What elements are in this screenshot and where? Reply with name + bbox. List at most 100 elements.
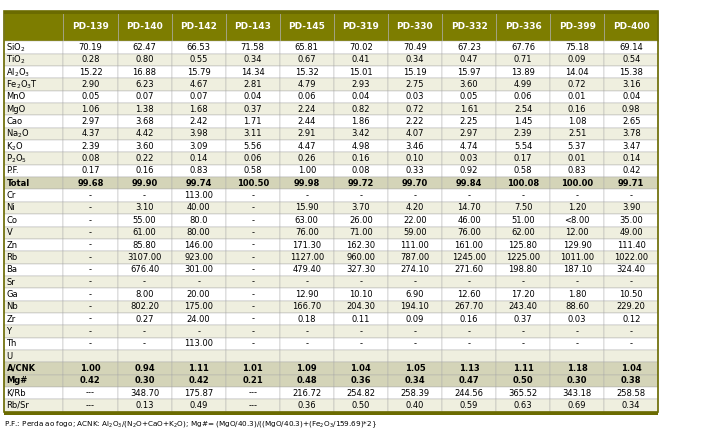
Text: 0.36: 0.36 bbox=[350, 376, 371, 385]
Text: -: - bbox=[629, 278, 633, 286]
Text: 1.09: 1.09 bbox=[296, 364, 317, 373]
Bar bbox=[4, 313, 63, 325]
Text: 0.34: 0.34 bbox=[622, 401, 640, 410]
Text: 0.58: 0.58 bbox=[514, 167, 532, 175]
Text: 923.00: 923.00 bbox=[184, 253, 213, 262]
Text: 0.83: 0.83 bbox=[568, 167, 586, 175]
Bar bbox=[442, 263, 496, 276]
Bar bbox=[604, 239, 658, 251]
Bar bbox=[4, 165, 63, 177]
Bar bbox=[442, 362, 496, 375]
Text: 187.10: 187.10 bbox=[562, 265, 592, 274]
Text: -: - bbox=[575, 339, 579, 348]
Text: 111.00: 111.00 bbox=[400, 241, 430, 249]
Bar bbox=[388, 78, 442, 91]
Text: 0.09: 0.09 bbox=[568, 55, 586, 65]
Bar bbox=[442, 214, 496, 227]
Text: 67.76: 67.76 bbox=[511, 43, 535, 52]
Bar bbox=[496, 337, 550, 350]
Text: 343.18: 343.18 bbox=[562, 388, 592, 398]
Bar bbox=[442, 337, 496, 350]
Text: 51.00: 51.00 bbox=[511, 216, 535, 225]
Text: Co: Co bbox=[6, 216, 17, 225]
Text: -: - bbox=[359, 191, 363, 200]
Text: 46.00: 46.00 bbox=[457, 216, 481, 225]
Bar bbox=[172, 227, 226, 239]
Text: 0.82: 0.82 bbox=[352, 105, 370, 114]
Bar bbox=[226, 140, 280, 153]
Bar bbox=[334, 66, 388, 78]
Bar bbox=[496, 375, 550, 387]
Bar bbox=[280, 66, 334, 78]
Bar bbox=[388, 227, 442, 239]
Bar bbox=[604, 337, 658, 350]
Bar bbox=[172, 41, 226, 54]
Text: 0.33: 0.33 bbox=[406, 167, 424, 175]
Bar bbox=[63, 41, 118, 54]
Bar bbox=[604, 116, 658, 128]
Text: 59.00: 59.00 bbox=[403, 228, 427, 237]
Text: 274.10: 274.10 bbox=[400, 265, 430, 274]
Text: P.F.: P.F. bbox=[6, 167, 19, 175]
Bar bbox=[4, 276, 63, 288]
Text: 258.39: 258.39 bbox=[400, 388, 430, 398]
Bar bbox=[334, 202, 388, 214]
Text: -: - bbox=[467, 327, 471, 336]
Bar bbox=[388, 362, 442, 375]
Text: 113.00: 113.00 bbox=[184, 339, 213, 348]
Text: Zn: Zn bbox=[6, 241, 17, 249]
Bar bbox=[172, 116, 226, 128]
Bar bbox=[334, 190, 388, 202]
Text: 0.37: 0.37 bbox=[514, 314, 532, 324]
Text: -: - bbox=[629, 191, 633, 200]
Bar bbox=[118, 78, 172, 91]
Text: MgO: MgO bbox=[6, 105, 26, 114]
Text: 35.00: 35.00 bbox=[619, 216, 643, 225]
Bar bbox=[63, 78, 118, 91]
Text: -: - bbox=[251, 339, 255, 348]
Bar bbox=[550, 337, 604, 350]
Bar bbox=[172, 202, 226, 214]
Text: 15.90: 15.90 bbox=[295, 204, 319, 212]
Bar bbox=[118, 362, 172, 375]
Bar bbox=[280, 251, 334, 263]
Bar bbox=[63, 227, 118, 239]
Bar bbox=[280, 337, 334, 350]
Text: Al$_2$O$_3$: Al$_2$O$_3$ bbox=[6, 66, 30, 78]
Bar bbox=[172, 251, 226, 263]
Bar bbox=[550, 239, 604, 251]
Bar bbox=[388, 177, 442, 190]
Bar bbox=[496, 239, 550, 251]
Text: 0.37: 0.37 bbox=[244, 105, 262, 114]
Text: -: - bbox=[89, 290, 92, 299]
Text: 67.23: 67.23 bbox=[457, 43, 481, 52]
Bar bbox=[172, 66, 226, 78]
Bar bbox=[4, 116, 63, 128]
Bar bbox=[226, 276, 280, 288]
Text: 1.04: 1.04 bbox=[350, 364, 371, 373]
Bar bbox=[496, 190, 550, 202]
Bar bbox=[280, 263, 334, 276]
Bar bbox=[63, 103, 118, 116]
Bar bbox=[334, 153, 388, 165]
Bar bbox=[334, 78, 388, 91]
Bar bbox=[550, 276, 604, 288]
Bar bbox=[172, 362, 226, 375]
Bar bbox=[4, 412, 658, 415]
Text: 4.67: 4.67 bbox=[190, 80, 208, 89]
Text: 70.49: 70.49 bbox=[403, 43, 427, 52]
Text: 0.07: 0.07 bbox=[190, 92, 208, 102]
Text: 70.02: 70.02 bbox=[349, 43, 373, 52]
Text: -: - bbox=[143, 278, 146, 286]
Text: PD-145: PD-145 bbox=[288, 22, 325, 31]
Text: 2.97: 2.97 bbox=[81, 117, 99, 126]
Bar bbox=[172, 313, 226, 325]
Text: 2.91: 2.91 bbox=[298, 129, 316, 139]
Text: -: - bbox=[305, 327, 309, 336]
Text: -: - bbox=[89, 327, 92, 336]
Bar bbox=[63, 140, 118, 153]
Bar bbox=[118, 66, 172, 78]
Text: 4.99: 4.99 bbox=[514, 80, 532, 89]
Text: 479.40: 479.40 bbox=[292, 265, 322, 274]
Bar bbox=[118, 11, 172, 41]
